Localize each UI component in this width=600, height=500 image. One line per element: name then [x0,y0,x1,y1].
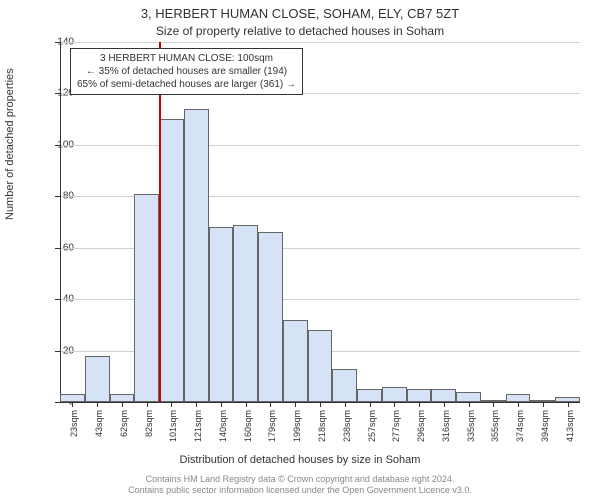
histogram-bar [159,119,184,402]
x-tick-label: 23sqm [69,410,79,437]
annotation-line: 3 HERBERT HUMAN CLOSE: 100sqm [77,52,296,65]
histogram-bar [283,320,308,402]
footer: Contains HM Land Registry data © Crown c… [0,474,600,496]
x-tick-mark [444,402,445,407]
x-tick-label: 413sqm [565,410,575,442]
x-tick-mark [196,402,197,407]
x-tick-mark [419,402,420,407]
histogram-bar [332,369,357,402]
histogram-bar [233,225,258,402]
x-tick-mark [171,402,172,407]
footer-line2: Contains public sector information licen… [0,485,600,496]
x-tick-mark [568,402,569,407]
x-tick-mark [72,402,73,407]
x-tick-mark [394,402,395,407]
x-tick-mark [97,402,98,407]
x-tick-mark [270,402,271,407]
x-tick-label: 62sqm [119,410,129,437]
histogram-bar [431,389,456,402]
x-tick-label: 160sqm [243,410,253,442]
histogram-bar [85,356,110,402]
chart-title: 3, HERBERT HUMAN CLOSE, SOHAM, ELY, CB7 … [0,6,600,21]
x-tick-mark [246,402,247,407]
x-tick-label: 355sqm [490,410,500,442]
x-tick-label: 199sqm [292,410,302,442]
x-tick-mark [320,402,321,407]
x-tick-label: 140sqm [218,410,228,442]
histogram-bar [456,392,481,402]
histogram-bar [308,330,333,402]
histogram-bar [258,232,283,402]
x-tick-label: 121sqm [193,410,203,442]
histogram-bar [110,394,135,402]
annotation-box: 3 HERBERT HUMAN CLOSE: 100sqm← 35% of de… [70,48,303,95]
x-tick-label: 218sqm [317,410,327,442]
x-tick-mark [295,402,296,407]
histogram-bar [506,394,531,402]
histogram-bar [184,109,209,402]
chart-container: 3, HERBERT HUMAN CLOSE, SOHAM, ELY, CB7 … [0,0,600,500]
x-tick-mark [122,402,123,407]
marker-line [159,42,161,402]
x-tick-label: 257sqm [367,410,377,442]
x-tick-label: 238sqm [342,410,352,442]
histogram-bar [357,389,382,402]
x-tick-mark [345,402,346,407]
chart-subtitle: Size of property relative to detached ho… [0,24,600,38]
annotation-line: 65% of semi-detached houses are larger (… [77,78,296,91]
y-axis-label: Number of detached properties [4,68,16,220]
x-tick-label: 43sqm [94,410,104,437]
histogram-bar [382,387,407,402]
x-tick-label: 316sqm [441,410,451,442]
annotation-line: ← 35% of detached houses are smaller (19… [77,65,296,78]
x-tick-mark [518,402,519,407]
x-tick-mark [469,402,470,407]
x-tick-label: 179sqm [267,410,277,442]
x-tick-mark [493,402,494,407]
histogram-bar [209,227,234,402]
histogram-bar [407,389,432,402]
x-tick-mark [370,402,371,407]
histogram-bar [60,394,85,402]
x-axis-label: Distribution of detached houses by size … [0,454,600,466]
x-tick-label: 277sqm [391,410,401,442]
footer-line1: Contains HM Land Registry data © Crown c… [0,474,600,485]
x-tick-label: 82sqm [144,410,154,437]
x-tick-label: 374sqm [515,410,525,442]
plot-area [60,42,580,402]
x-tick-label: 296sqm [416,410,426,442]
x-tick-mark [147,402,148,407]
x-tick-label: 101sqm [168,410,178,442]
x-tick-mark [221,402,222,407]
x-tick-label: 394sqm [540,410,550,442]
x-tick-label: 335sqm [466,410,476,442]
histogram-bar [134,194,159,402]
x-tick-mark [543,402,544,407]
